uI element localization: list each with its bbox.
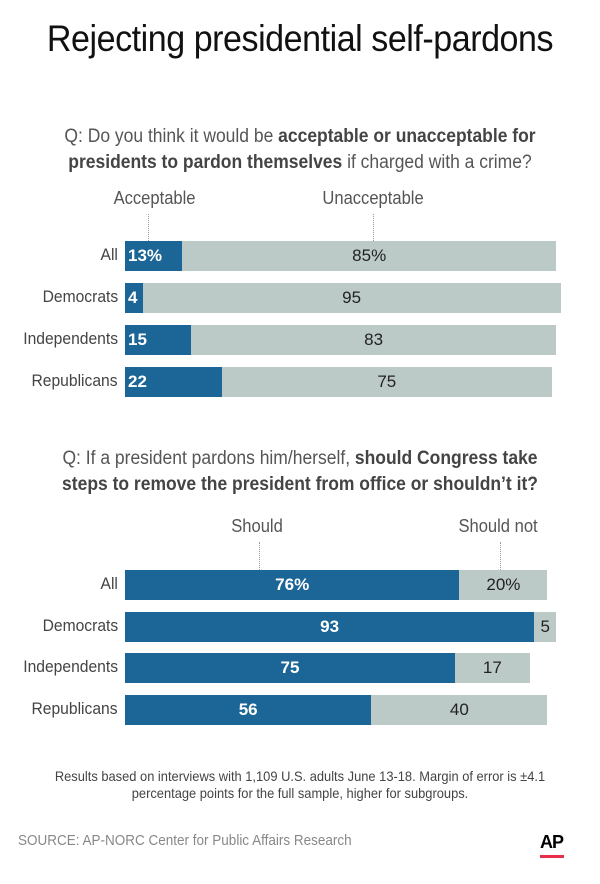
question-1-bold: acceptable or unacceptable for president…: [68, 126, 536, 173]
category-label: Democrats: [42, 287, 118, 306]
category-label: Republicans: [31, 698, 118, 718]
series-tick: [148, 214, 149, 241]
series-label-unacceptable: Unacceptable: [322, 188, 424, 208]
bar-should: [125, 570, 460, 600]
bar-should: [125, 653, 455, 683]
chart-title: Rejecting presidential self-pardons: [46, 18, 554, 59]
category-label: Democrats: [42, 615, 118, 635]
bar-acceptable: [125, 367, 222, 397]
data-label: 93: [320, 616, 340, 636]
data-label: 75: [377, 372, 397, 391]
data-label: 22: [128, 372, 147, 391]
data-label: 83: [364, 330, 384, 349]
series-label-should-not: Should not: [458, 516, 538, 536]
data-label: 5: [540, 616, 550, 636]
bar-should-not: [371, 694, 548, 725]
series-label-should: Should: [231, 516, 283, 536]
data-label: 13%: [128, 246, 163, 265]
bar-unacceptable: [182, 241, 557, 271]
series-label-acceptable: Acceptable: [113, 188, 196, 208]
source-text: SOURCE: AP-NORC Center for Public Affair…: [18, 832, 352, 849]
question-2-text: Q: If a president pardons him/herself,: [62, 448, 355, 469]
bar-should-not: [459, 570, 548, 600]
category-label: Independents: [23, 657, 118, 676]
bar-unacceptable: [142, 283, 561, 313]
data-label: 17: [482, 658, 502, 677]
bar-should-not: [534, 611, 557, 642]
series-tick: [373, 214, 374, 241]
bar-acceptable: [125, 241, 183, 271]
methodology-note: Results based on interviews with 1,109 U…: [54, 768, 546, 801]
bar-should: [125, 611, 535, 642]
bar-unacceptable: [221, 367, 552, 397]
data-label: 76%: [275, 575, 310, 594]
bar-unacceptable: [191, 325, 557, 355]
bar-should: [125, 694, 372, 725]
data-label: 40: [449, 699, 469, 719]
bar-should-not: [455, 653, 530, 683]
category-label: All: [100, 245, 118, 264]
data-label: 15: [128, 330, 147, 349]
question-2: Q: If a president pardons him/herself, s…: [52, 446, 549, 498]
ap-logo-underline: [540, 855, 564, 858]
bar-acceptable: [125, 325, 191, 355]
data-label: 4: [128, 288, 138, 307]
category-label: Republicans: [31, 371, 118, 390]
data-label: 95: [342, 288, 362, 307]
question-1-text-end: if charged with a crime?: [342, 152, 532, 173]
category-label: Independents: [23, 329, 118, 348]
bar-acceptable: [125, 283, 143, 313]
series-tick: [259, 542, 260, 570]
data-label: 20%: [486, 575, 521, 594]
question-2-bold: should Congress take steps to remove the…: [62, 448, 538, 495]
series-tick: [500, 542, 501, 570]
data-label: 85%: [352, 246, 387, 265]
data-label: 56: [238, 699, 258, 719]
question-1-text: Q: Do you think it would be: [64, 126, 279, 147]
category-label: All: [100, 574, 118, 593]
ap-logo: AP: [540, 832, 564, 852]
question-1: Q: Do you think it would be acceptable o…: [52, 124, 549, 176]
data-label: 75: [280, 658, 300, 677]
